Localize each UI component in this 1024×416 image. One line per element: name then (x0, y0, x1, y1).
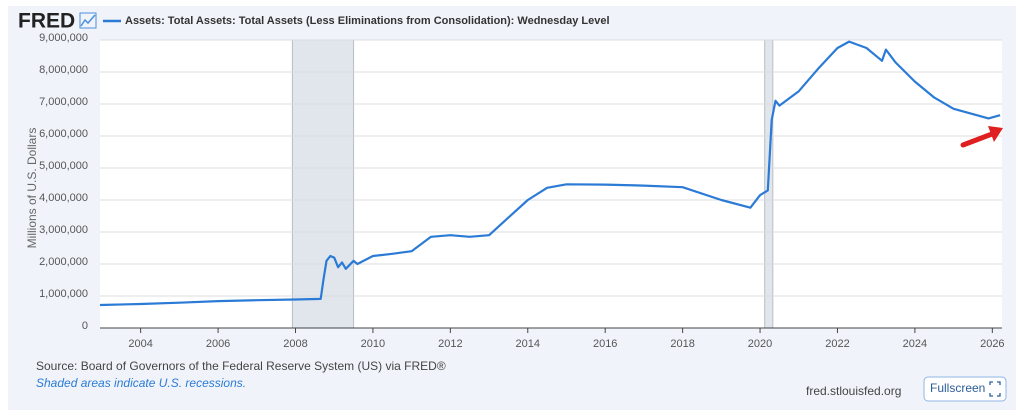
y-tick-label: 7,000,000 (39, 96, 88, 108)
x-tick-label: 2026 (980, 338, 1004, 350)
y-tick-label: 2,000,000 (39, 256, 88, 268)
button-icon (989, 381, 1001, 397)
legend-label: Assets: Total Assets: Total Assets (Less… (125, 15, 610, 27)
plot: 0 1,000,000 2,000,000 3,000,000 4,000,000 5,0… (39, 32, 1005, 350)
y-tick-label: 0 (82, 320, 88, 332)
x-tick-label: 2014 (516, 338, 540, 350)
button-label[interactable]: Fullscreen (930, 381, 985, 395)
x-tick-label: 2008 (283, 338, 307, 350)
y-tick-label: 8,000,000 (39, 64, 88, 76)
button-frame[interactable] (923, 376, 1007, 402)
x-tick-label: 2010 (361, 338, 385, 350)
y-tick-label: 1,000,000 (39, 288, 88, 300)
y-tick-label: 6,000,000 (39, 128, 88, 140)
y-tick-label: 9,000,000 (39, 32, 88, 44)
x-tick-label: 2024 (903, 338, 927, 350)
logo-icon (79, 12, 97, 29)
y-axis-label: Millions of U.S. Dollars (25, 128, 39, 249)
series-line (99, 40, 1001, 307)
plot-area (100, 40, 1002, 328)
y-tick-label: 4,000,000 (39, 192, 88, 204)
recession-note: Shaded areas indicate U.S. recessions. (36, 376, 246, 390)
x-tick-label: 2022 (825, 338, 849, 350)
annotation-arrow (960, 126, 1003, 148)
x-tick-label: 2006 (206, 338, 230, 350)
x-tick-label: 2016 (593, 338, 617, 350)
source: Source: Board of Governors of the Federa… (36, 359, 446, 373)
x-tick-label: 2020 (748, 338, 772, 350)
fullscreen-button[interactable]: Fullscreen (923, 376, 1007, 402)
x-tick-label: 2018 (670, 338, 694, 350)
x-tick-label: 2004 (128, 338, 152, 350)
x-tick-label: 2012 (438, 338, 462, 350)
y-tick-label: 3,000,000 (39, 224, 88, 236)
y-tick-label: 5,000,000 (39, 160, 88, 172)
logo[interactable]: FRED (18, 10, 75, 33)
site-link[interactable]: fred.stlouisfed.org (806, 384, 901, 398)
